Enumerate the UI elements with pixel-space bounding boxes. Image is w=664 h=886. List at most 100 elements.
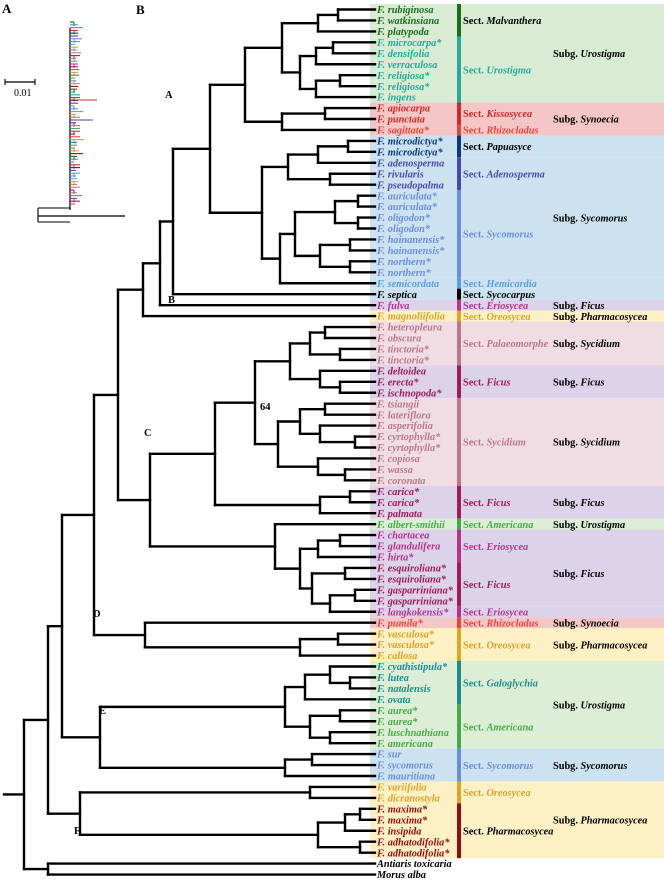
section-label: Sect. Rhizocladus xyxy=(463,126,539,137)
section-label: Sect. Ficus xyxy=(463,378,511,389)
section-band xyxy=(370,518,664,530)
section-label: Sect. Americana xyxy=(463,520,533,531)
subgenus-name: Urostigma xyxy=(580,49,625,60)
node-label-c: C xyxy=(144,428,152,439)
taxon-label: F. microcarpa* xyxy=(376,38,442,49)
taxon-label: F. coronata xyxy=(376,476,425,487)
section-band xyxy=(370,321,664,366)
section-name: Malvanthera xyxy=(485,16,541,27)
section-name: Oreosycea xyxy=(486,788,530,799)
taxon-label: F. vasculosa* xyxy=(376,629,435,640)
taxon-label: F. glandulifera xyxy=(376,542,440,553)
taxon-label: F. hainanensis* xyxy=(376,246,445,257)
section-label: Sect. Sycomorus xyxy=(463,761,533,772)
section-name: Oreosycea xyxy=(486,640,530,651)
taxon-label: F. sur xyxy=(376,750,402,761)
taxon-label: F. watkinsiana xyxy=(376,16,439,27)
subgenus-name: Ficus xyxy=(579,569,604,580)
taxon-label: F. apiocarpa xyxy=(376,104,430,115)
section-label: Sect. Eriosycea xyxy=(463,301,528,312)
section-name: Eriosycea xyxy=(485,301,528,312)
taxon-label: F. cyrtophylla* xyxy=(376,443,441,454)
taxon-label: F. tinctoria* xyxy=(376,345,430,356)
subgenus-prefix: Subg. xyxy=(553,49,580,60)
section-name: Oreosycea xyxy=(486,312,530,323)
taxon-label: F. lateriflora xyxy=(376,410,431,421)
taxon-label: F. dicranostyla xyxy=(376,794,440,805)
section-band xyxy=(370,617,664,629)
subgenus-prefix: Subg. xyxy=(553,438,580,449)
taxon-label: F. pumila* xyxy=(376,618,423,629)
section-color-bar xyxy=(457,157,461,191)
section-color-bar xyxy=(457,135,461,158)
subgenus-label: Subg. Sycomorus xyxy=(553,761,627,772)
taxon-label: F. hainanensis* xyxy=(376,235,445,246)
section-backgrounds xyxy=(370,4,664,859)
section-prefix: Sect. xyxy=(463,640,486,651)
taxon-label: F. esquiroliana* xyxy=(376,575,447,586)
section-color-bar xyxy=(457,485,461,519)
section-band xyxy=(370,803,664,859)
taxon-label: F. deltoidea xyxy=(376,366,426,377)
tree-branches xyxy=(2,8,377,876)
node-label-a: A xyxy=(165,90,173,101)
section-color-bar xyxy=(457,288,461,300)
subgenus-prefix: Subg. xyxy=(553,498,580,509)
section-label: Sect. Urostigma xyxy=(463,65,531,76)
taxon-label: F. langkokensis* xyxy=(376,607,449,618)
subgenus-prefix: Subg. xyxy=(553,339,580,350)
section-band xyxy=(370,704,664,749)
subgenus-name: Sycomorus xyxy=(580,761,627,772)
subgenus-label: Subg. Urostigma xyxy=(553,49,625,60)
taxon-label: F. erecta* xyxy=(376,377,419,388)
taxon-label: F. carica* xyxy=(376,498,420,509)
section-label: Sect. Eriosycea xyxy=(463,542,528,553)
section-prefix: Sect. xyxy=(463,290,486,301)
section-prefix: Sect. xyxy=(463,542,486,553)
taxon-label: F. punctata xyxy=(376,115,425,126)
section-name: Kissosycea xyxy=(485,109,532,120)
section-band xyxy=(370,135,664,158)
subgenus-name: Sycomorus xyxy=(580,213,627,224)
section-name: Ficus xyxy=(485,378,510,389)
section-band xyxy=(370,299,664,311)
taxon-label: F. densifolia xyxy=(376,49,429,60)
taxon-label: F. callosa xyxy=(376,651,417,662)
section-color-bar xyxy=(457,748,461,782)
panel-b-label: B xyxy=(136,2,145,17)
subgenus-name: Ficus xyxy=(579,378,604,389)
subgenus-label: Subg. Urostigma xyxy=(553,701,625,712)
section-name: Pharmacosycea xyxy=(486,826,553,837)
section-color-bar xyxy=(457,398,461,486)
section-color-bar xyxy=(457,529,461,563)
section-color-bar xyxy=(457,704,461,749)
section-prefix: Sect. xyxy=(463,16,486,27)
section-prefix: Sect. xyxy=(463,580,486,591)
section-name: Adenosperma xyxy=(485,169,544,180)
section-color-bar xyxy=(457,321,461,366)
subgenus-prefix: Subg. xyxy=(553,301,580,312)
section-prefix: Sect. xyxy=(463,761,486,772)
node-label-f: F xyxy=(74,826,80,837)
subgenus-label: Subg. Synoecia xyxy=(553,115,619,126)
section-label: Sect. Malvanthera xyxy=(463,16,541,27)
subgenus-prefix: Subg. xyxy=(553,312,580,323)
taxon-label: F. chartacea xyxy=(376,531,429,542)
taxon-label: F. cyrtophylla* xyxy=(376,432,441,443)
section-color-bar xyxy=(457,299,461,311)
section-name: Palaeomorphe xyxy=(486,339,548,350)
taxon-label: F. adhatodifolia* xyxy=(376,848,450,859)
section-color-bar xyxy=(457,606,461,618)
section-band xyxy=(370,277,664,289)
section-color-bar xyxy=(457,562,461,607)
taxon-label: F. hirta* xyxy=(376,553,414,564)
taxon-label: F. albert-smithii xyxy=(376,520,445,531)
subgenus-label: Subg. Ficus xyxy=(553,498,605,509)
subgenus-label: Subg. Ficus xyxy=(553,378,605,389)
subgenus-prefix: Subg. xyxy=(553,761,580,772)
section-name: Americana xyxy=(485,722,533,733)
taxon-label: F. auriculata* xyxy=(376,202,438,213)
taxon-label: F. esquiroliana* xyxy=(376,564,447,575)
